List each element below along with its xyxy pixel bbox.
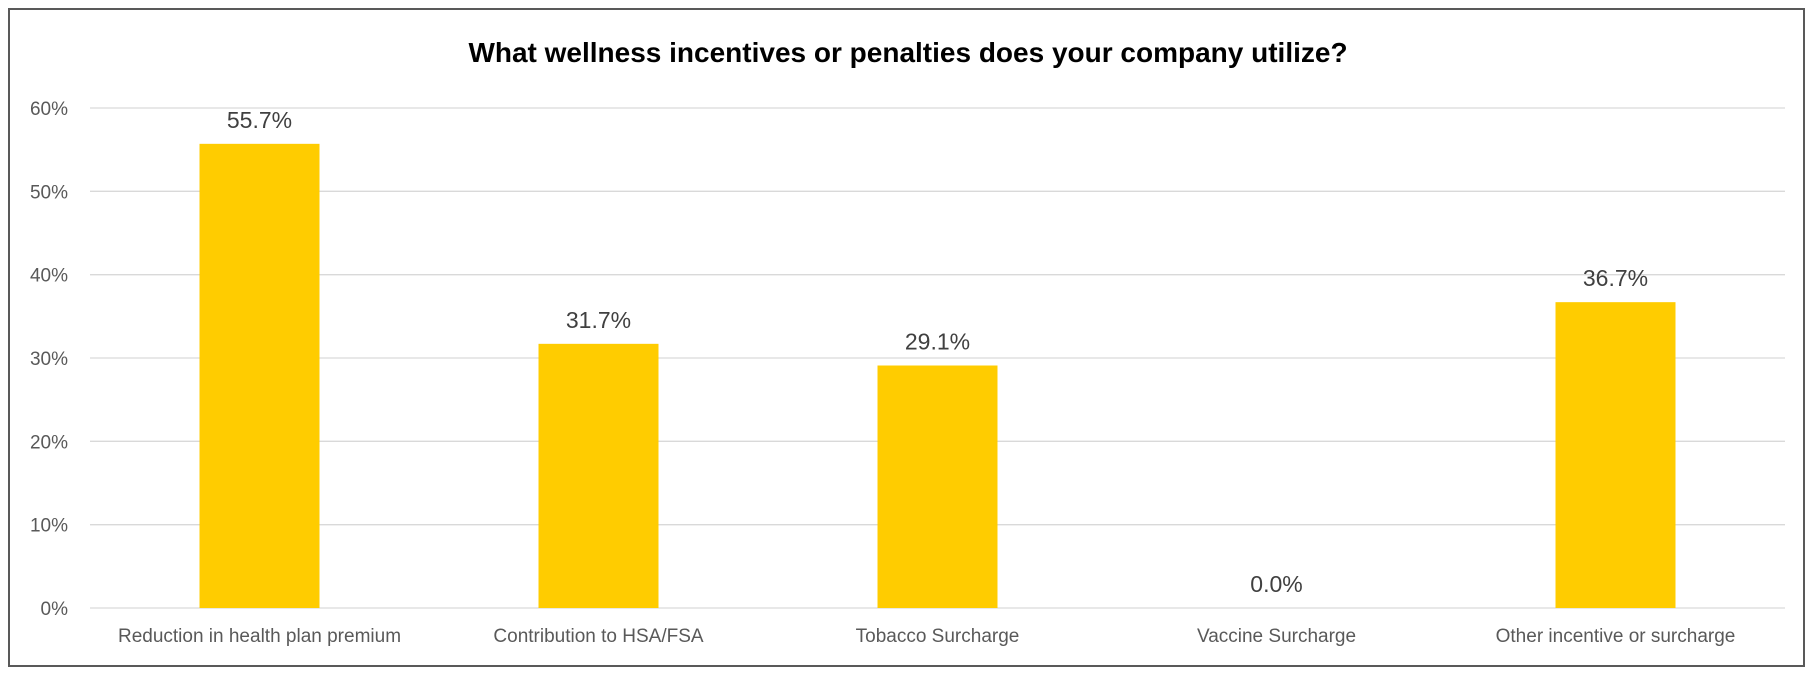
data-label: 31.7%: [566, 307, 631, 333]
x-category-label: Tobacco Surcharge: [856, 626, 1020, 647]
x-category-label: Other incentive or surcharge: [1496, 626, 1736, 647]
data-label: 0.0%: [1250, 571, 1302, 597]
chart-frame: What wellness incentives or penalties do…: [8, 8, 1805, 667]
data-labels: 55.7% 31.7% 29.1% 0.0% 36.7%: [227, 107, 1648, 597]
y-tick-label: 10%: [30, 516, 68, 537]
y-tick-label: 30%: [30, 349, 68, 370]
data-label: 55.7%: [227, 107, 292, 133]
x-category-label: Vaccine Surcharge: [1197, 626, 1356, 647]
chart-title: What wellness incentives or penalties do…: [468, 37, 1347, 68]
y-tick-label: 60%: [30, 99, 68, 120]
x-category-label: Contribution to HSA/FSA: [493, 626, 703, 647]
y-tick-label: 20%: [30, 432, 68, 453]
y-axis-ticks: 0% 10% 20% 30% 40% 50% 60%: [30, 99, 68, 620]
bar-chart: What wellness incentives or penalties do…: [30, 37, 1785, 647]
data-label: 36.7%: [1583, 265, 1648, 291]
bars: [199, 143, 1676, 609]
bar: [877, 365, 998, 608]
y-tick-label: 0%: [41, 599, 69, 620]
x-category-label: Reduction in health plan premium: [118, 626, 401, 647]
bar: [1555, 302, 1676, 608]
y-tick-label: 40%: [30, 266, 68, 287]
bar: [199, 143, 320, 609]
data-label: 29.1%: [905, 329, 970, 355]
y-tick-label: 50%: [30, 182, 68, 203]
bar: [538, 343, 659, 608]
x-axis-categories: Reduction in health plan premium Contribu…: [118, 626, 1735, 647]
